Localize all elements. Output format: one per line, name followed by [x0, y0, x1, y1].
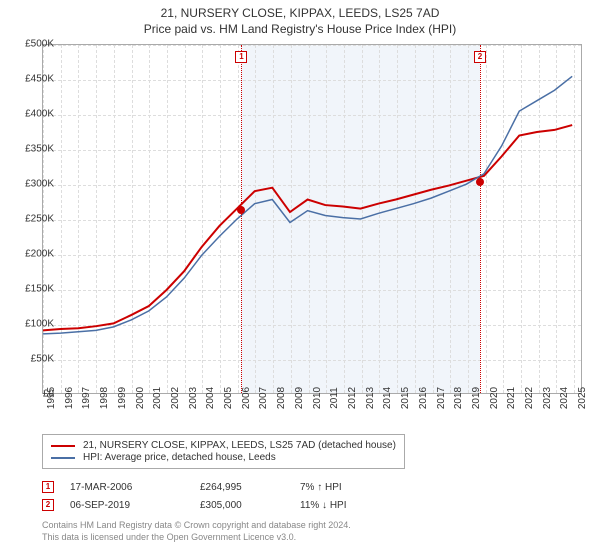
event-vline	[480, 45, 481, 393]
table-row: 2 06-SEP-2019 £305,000 11% ↓ HPI	[42, 496, 420, 514]
x-axis-label: 2008	[276, 387, 287, 409]
x-axis-label: 2024	[559, 387, 570, 409]
chart-title: 21, NURSERY CLOSE, KIPPAX, LEEDS, LS25 7…	[0, 6, 600, 20]
x-axis-label: 2017	[436, 387, 447, 409]
x-axis-label: 2012	[347, 387, 358, 409]
footer-line: Contains HM Land Registry data © Crown c…	[42, 520, 351, 532]
x-axis-label: 2005	[223, 387, 234, 409]
y-axis-label: £450K	[14, 74, 54, 85]
x-axis-label: 1995	[46, 387, 57, 409]
x-axis-label: 2001	[152, 387, 163, 409]
x-axis-label: 2003	[188, 387, 199, 409]
legend-item: HPI: Average price, detached house, Leed…	[51, 452, 396, 463]
x-axis-label: 1998	[99, 387, 110, 409]
legend-label: HPI: Average price, detached house, Leed…	[83, 452, 276, 463]
y-axis-label: £100K	[14, 319, 54, 330]
x-axis-label: 2025	[577, 387, 588, 409]
legend-swatch	[51, 457, 75, 459]
plot-svg	[43, 45, 581, 393]
chart-subtitle: Price paid vs. HM Land Registry's House …	[0, 22, 600, 36]
sale-price: £264,995	[200, 482, 300, 493]
x-axis-label: 1997	[81, 387, 92, 409]
x-axis-label: 2011	[329, 387, 340, 409]
x-axis-label: 2021	[506, 387, 517, 409]
x-axis-label: 2023	[542, 387, 553, 409]
x-axis-label: 2015	[400, 387, 411, 409]
legend-swatch	[51, 445, 75, 447]
sale-price: £305,000	[200, 500, 300, 511]
x-axis-label: 2013	[365, 387, 376, 409]
y-axis-label: £500K	[14, 39, 54, 50]
y-axis-label: £200K	[14, 249, 54, 260]
x-axis-label: 1999	[117, 387, 128, 409]
x-axis-label: 2006	[241, 387, 252, 409]
event-marker-icon: 2	[474, 51, 486, 63]
x-axis-label: 2004	[205, 387, 216, 409]
sale-date: 06-SEP-2019	[70, 500, 200, 511]
plot-area: 12	[42, 44, 582, 394]
sale-marker-icon: 2	[42, 499, 54, 511]
legend-label: 21, NURSERY CLOSE, KIPPAX, LEEDS, LS25 7…	[83, 440, 396, 451]
legend-item: 21, NURSERY CLOSE, KIPPAX, LEEDS, LS25 7…	[51, 440, 396, 451]
y-axis-label: £400K	[14, 109, 54, 120]
y-axis-label: £350K	[14, 144, 54, 155]
chart-container: 21, NURSERY CLOSE, KIPPAX, LEEDS, LS25 7…	[0, 0, 600, 560]
x-axis-label: 2016	[418, 387, 429, 409]
sale-pct: 11% ↓ HPI	[300, 500, 420, 511]
event-marker-icon: 1	[235, 51, 247, 63]
x-axis-label: 2014	[382, 387, 393, 409]
y-axis-label: £50K	[14, 354, 54, 365]
footer-line: This data is licensed under the Open Gov…	[42, 532, 351, 544]
sales-table: 1 17-MAR-2006 £264,995 7% ↑ HPI 2 06-SEP…	[42, 478, 420, 514]
series-line	[43, 125, 572, 330]
sale-dot	[476, 178, 484, 186]
x-axis-label: 2000	[135, 387, 146, 409]
y-axis-label: £150K	[14, 284, 54, 295]
event-vline	[241, 45, 242, 393]
sale-date: 17-MAR-2006	[70, 482, 200, 493]
sale-dot	[237, 206, 245, 214]
x-axis-label: 2019	[471, 387, 482, 409]
x-axis-label: 2009	[294, 387, 305, 409]
y-axis-label: £300K	[14, 179, 54, 190]
sale-pct: 7% ↑ HPI	[300, 482, 420, 493]
x-axis-label: 1996	[64, 387, 75, 409]
x-axis-label: 2007	[258, 387, 269, 409]
footer-attribution: Contains HM Land Registry data © Crown c…	[42, 520, 351, 543]
series-line	[43, 76, 572, 334]
x-axis-label: 2018	[453, 387, 464, 409]
table-row: 1 17-MAR-2006 £264,995 7% ↑ HPI	[42, 478, 420, 496]
x-axis-label: 2020	[489, 387, 500, 409]
title-block: 21, NURSERY CLOSE, KIPPAX, LEEDS, LS25 7…	[0, 0, 600, 36]
x-axis-label: 2022	[524, 387, 535, 409]
sale-marker-icon: 1	[42, 481, 54, 493]
legend: 21, NURSERY CLOSE, KIPPAX, LEEDS, LS25 7…	[42, 434, 405, 469]
x-axis-label: 2002	[170, 387, 181, 409]
y-axis-label: £250K	[14, 214, 54, 225]
x-axis-label: 2010	[312, 387, 323, 409]
